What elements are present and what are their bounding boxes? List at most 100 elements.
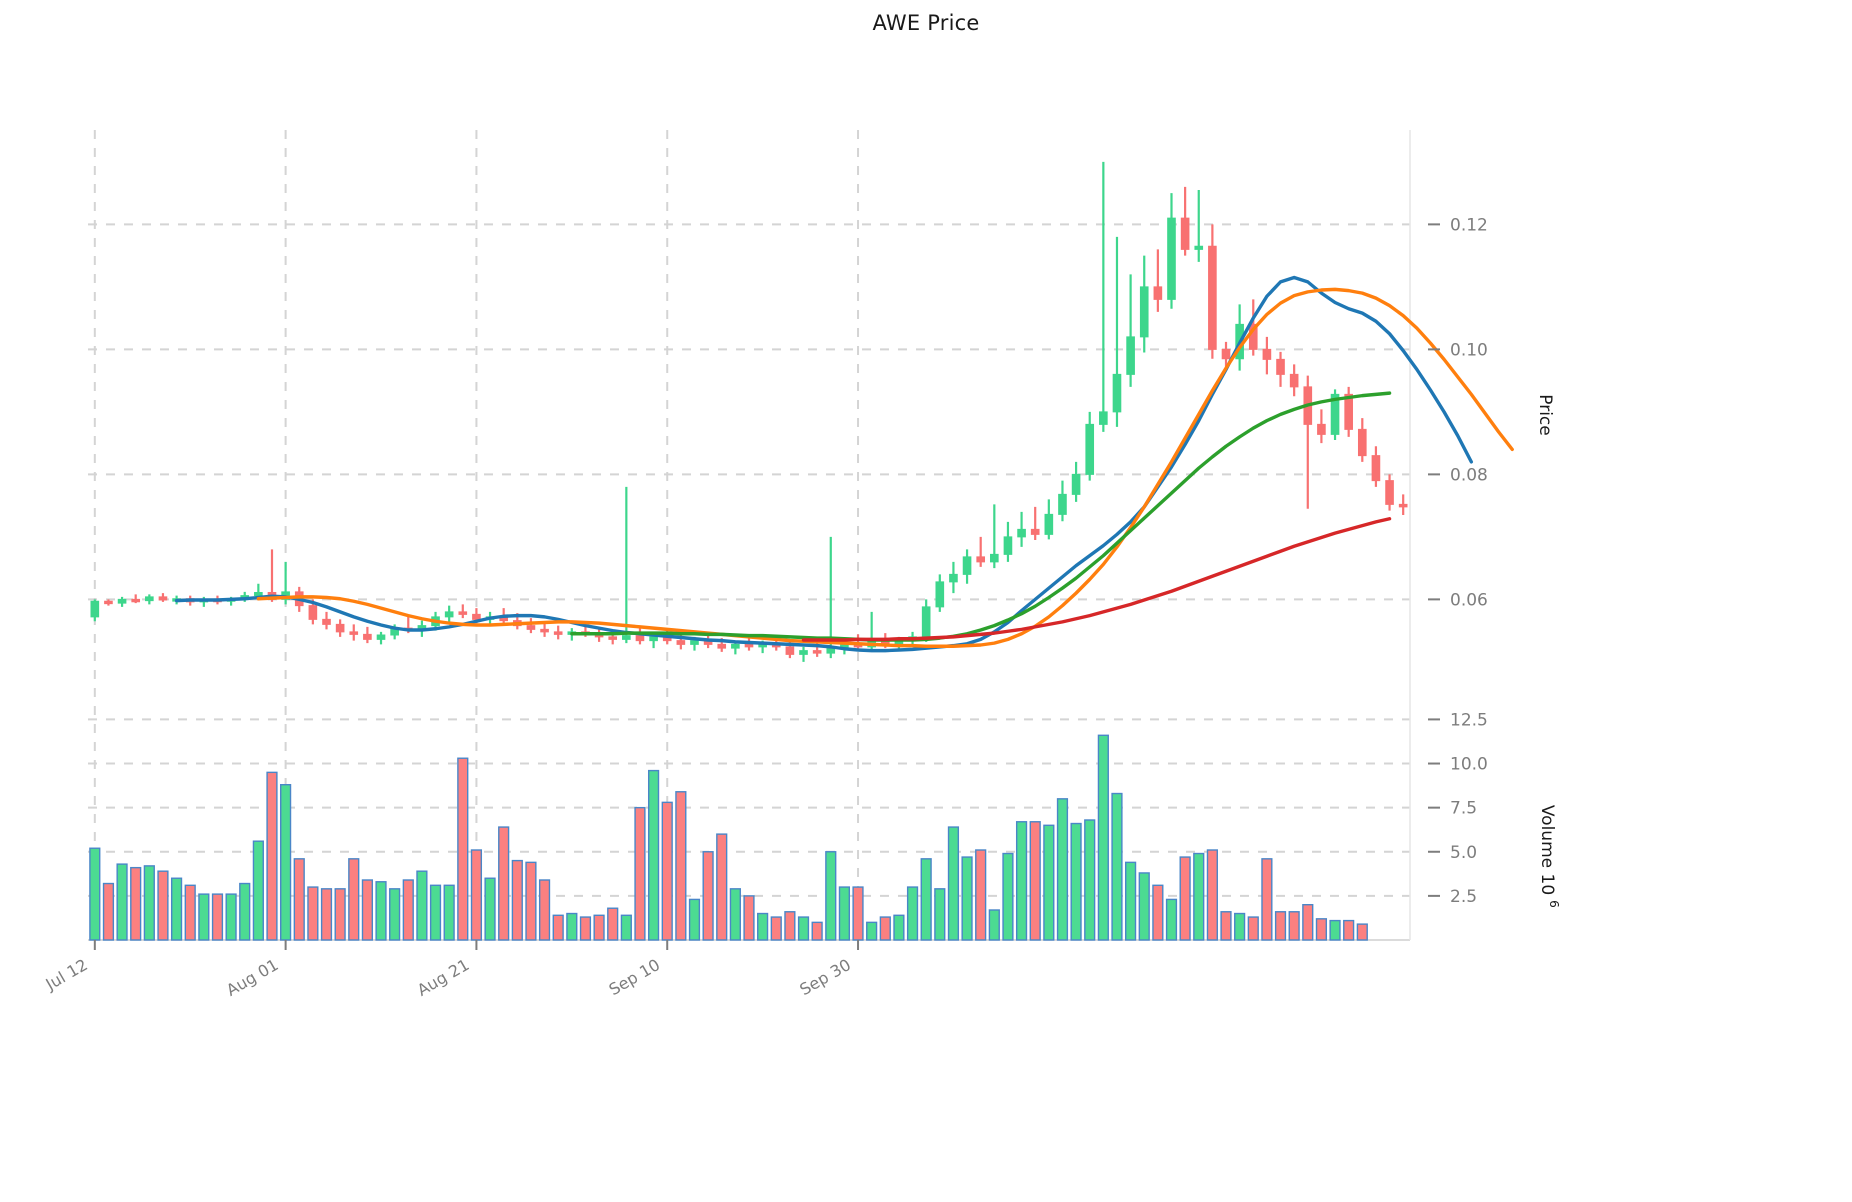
volume-bar: [1234, 912, 1246, 941]
price-tick-label: 0.08: [1450, 465, 1488, 485]
volume-bar: [416, 870, 428, 941]
volume-bar: [688, 898, 701, 941]
candle-body: [90, 600, 100, 618]
candle-body: [717, 643, 727, 649]
svg-text:Aug 21: Aug 21: [414, 955, 473, 1000]
volume-bar: [1165, 898, 1178, 941]
candle-body: [1058, 493, 1067, 515]
volume-bar: [893, 914, 905, 941]
volume-bar: [498, 826, 510, 941]
volume-bar: [375, 881, 387, 941]
volume-bar: [552, 914, 564, 941]
volume-bar: [579, 916, 592, 941]
candle-body: [990, 553, 999, 563]
candle-body: [1276, 358, 1285, 375]
volume-bar: [716, 833, 728, 941]
volume-bar: [361, 879, 373, 941]
candle-body: [1385, 480, 1394, 505]
candle-body: [444, 611, 454, 618]
volume-bar: [866, 921, 878, 941]
candle-body: [1167, 217, 1176, 300]
volume-bar: [389, 888, 401, 941]
candle-body: [131, 598, 141, 603]
candle-body: [553, 631, 563, 635]
volume-bar: [266, 771, 278, 941]
candle-body: [1085, 423, 1095, 475]
volume-bar: [348, 858, 360, 941]
price-tick-label: 0.10: [1450, 340, 1488, 360]
volume-bar: [1015, 821, 1028, 941]
volume-tick-label: 5.0: [1450, 843, 1477, 863]
volume-bar: [743, 895, 755, 941]
volume-bar: [89, 847, 101, 941]
volume-bar: [1274, 911, 1287, 941]
moving-average-lines-group: [174, 275, 1514, 653]
candle-body: [649, 636, 658, 642]
volume-bar: [675, 791, 687, 941]
volume-bar: [130, 866, 142, 941]
volume-bar: [157, 870, 169, 941]
candle-body: [1112, 373, 1122, 413]
volume-bar: [770, 916, 782, 941]
candle-body: [335, 623, 345, 633]
volume-bar: [566, 912, 578, 941]
candle-body: [158, 596, 168, 601]
volume-bar: [1125, 861, 1137, 941]
x-tick-label: Jul 12: [42, 955, 91, 994]
candle-body: [1003, 536, 1013, 555]
candle-body: [1180, 217, 1190, 250]
candle-body: [1071, 473, 1081, 495]
volume-bar: [116, 863, 128, 941]
volume-bar: [239, 882, 251, 941]
candle-body: [731, 643, 740, 649]
volume-bar: [593, 914, 605, 941]
volume-bar: [784, 911, 796, 941]
volume-bar: [661, 801, 673, 941]
candle-body: [635, 635, 645, 642]
candle-body: [935, 581, 945, 608]
volume-bar: [170, 877, 183, 941]
volume-bar: [443, 884, 455, 941]
volume-bar: [702, 851, 714, 941]
volume-bar: [879, 916, 891, 941]
candle-body: [322, 618, 331, 625]
candle-body: [363, 633, 372, 640]
volume-bar: [484, 877, 496, 941]
volume-bar: [1288, 911, 1300, 941]
volume-bar: [470, 849, 483, 941]
candle-body: [812, 650, 822, 654]
volume-bar: [825, 851, 837, 941]
volume-bar: [1002, 852, 1014, 941]
x-tick-label: Sep 30: [796, 955, 854, 999]
price-tick-label: 0.12: [1450, 215, 1488, 235]
ma-line: [174, 275, 1474, 653]
volume-bar: [634, 806, 646, 941]
candle-body: [1330, 393, 1340, 435]
volume-bar: [1206, 849, 1218, 941]
candle-body: [921, 606, 931, 638]
candle-body: [744, 643, 754, 648]
volume-bar: [1152, 884, 1164, 941]
volume-bar: [852, 886, 864, 941]
volume-tick-label: 2.5: [1450, 887, 1477, 907]
candle-body: [1221, 348, 1231, 360]
candle-body: [962, 556, 972, 575]
candle-body: [1317, 423, 1326, 435]
volume-tick-label: 10.0: [1450, 755, 1488, 775]
candle-body: [1030, 528, 1040, 535]
candle-body: [104, 600, 113, 605]
volume-bar: [320, 888, 333, 941]
svg-text:6: 6: [1547, 900, 1561, 908]
candle-body: [458, 611, 468, 615]
candle-body: [145, 596, 154, 602]
volume-bar: [1220, 911, 1232, 941]
volume-tick-label: 7.5: [1450, 799, 1477, 819]
volume-bar: [1111, 792, 1123, 941]
volume-bar: [1329, 919, 1341, 941]
volume-bar: [975, 849, 987, 941]
volume-bar: [961, 856, 973, 941]
volume-bar: [198, 893, 210, 941]
candle-body: [1398, 503, 1408, 508]
candle-body: [349, 631, 359, 635]
